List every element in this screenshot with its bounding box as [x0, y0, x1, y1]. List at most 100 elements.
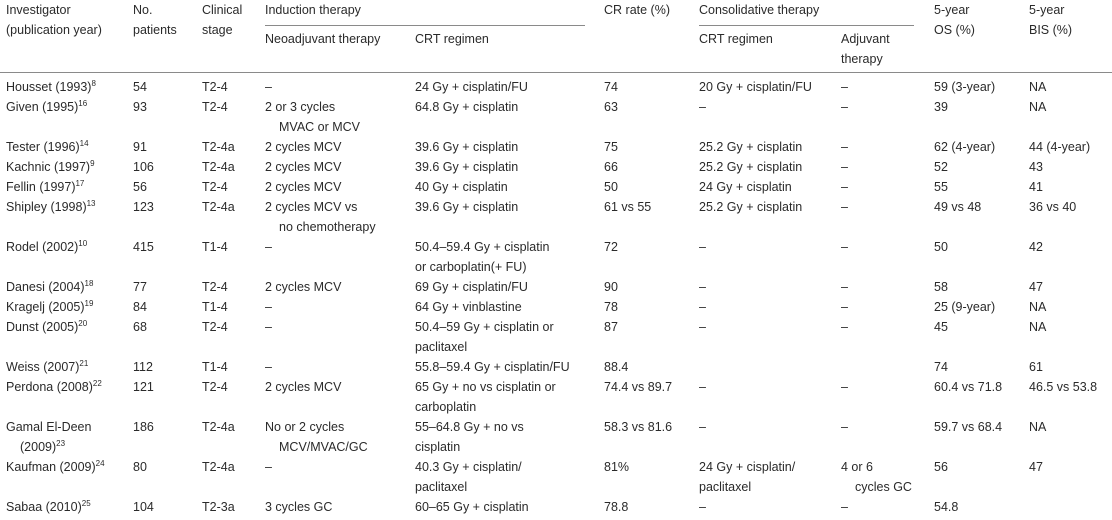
cell-crt-line: paclitaxel	[415, 340, 468, 354]
cell-ccrt: –	[699, 377, 706, 397]
cell-os: 25 (9-year)	[934, 300, 996, 314]
header-adjuvant-line2: therapy	[841, 52, 883, 66]
cell-ccrt-line: –	[699, 380, 706, 394]
cell-inv-line: Housset (1993)8	[6, 79, 96, 95]
cell-adj: –	[841, 97, 848, 117]
cell-ccrt-line: –	[699, 280, 706, 294]
header-bis-line1: 5-year	[1029, 3, 1065, 17]
cell-adj: –	[841, 497, 848, 517]
cell-os: 49 vs 48	[934, 200, 982, 214]
cell-cr: 75	[604, 140, 618, 154]
cell-adj: –	[841, 377, 848, 397]
cell-neo-line: 2 cycles MCV vs	[265, 200, 358, 214]
cell-stage: T2-4a	[202, 460, 235, 474]
header-os: 5-year OS (%)	[934, 0, 975, 40]
reference-superscript: 19	[84, 299, 94, 308]
cell-os: 58	[934, 280, 948, 294]
cell-stage: T2-4	[202, 80, 228, 94]
cell-cr: 58.3 vs 81.6	[604, 420, 673, 434]
reference-superscript: 9	[90, 159, 95, 168]
reference-superscript: 16	[78, 99, 88, 108]
cell-crt: 40 Gy + cisplatin	[415, 177, 508, 197]
reference-superscript: 21	[79, 359, 89, 368]
header-patients-line2: patients	[133, 23, 177, 37]
cell-ccrt: 24 Gy + cisplatin	[699, 177, 792, 197]
cell-cr: 81%	[604, 460, 630, 474]
cell-n: 84	[133, 300, 147, 314]
cell-inv: Given (1995)16	[6, 97, 87, 117]
cell-crt-line: 64 Gy + vinblastine	[415, 300, 522, 314]
cell-ccrt: 24 Gy + cisplatin/paclitaxel	[699, 457, 795, 497]
cell-adj: –	[841, 417, 848, 437]
cell-cr: 78	[604, 300, 618, 314]
cell-n: 77	[133, 280, 147, 294]
cell-adj-line: –	[841, 420, 848, 434]
cell-inv: Perdona (2008)22	[6, 377, 102, 397]
cell-crt-line: 50.4–59 Gy + cisplatin or	[415, 320, 554, 334]
header-stage: Clinical stage	[202, 0, 242, 40]
reference-superscript: 20	[78, 319, 88, 328]
cell-crt-line: 55–64.8 Gy + no vs	[415, 420, 524, 434]
cell-os: 45	[934, 320, 948, 334]
cell-adj-line: cycles GC	[855, 480, 912, 494]
header-consolidative-therapy: Consolidative therapy	[699, 3, 820, 17]
cell-adj-line: –	[841, 160, 848, 174]
header-bis: 5-year BIS (%)	[1029, 0, 1072, 40]
cell-inv-line: Tester (1996)14	[6, 139, 89, 155]
cell-neo: 2 cycles MCV	[265, 177, 341, 197]
cell-cr: 50	[604, 180, 618, 194]
cell-inv-line: Kachnic (1997)9	[6, 159, 95, 175]
cell-crt-line: 40 Gy + cisplatin	[415, 180, 508, 194]
cell-adj: –	[841, 197, 848, 217]
cell-neo: –	[265, 317, 272, 337]
cell-adj-line: –	[841, 380, 848, 394]
cell-crt-line: 50.4–59.4 Gy + cisplatin	[415, 240, 550, 254]
cell-ccrt-line: paclitaxel	[699, 480, 752, 494]
header-stage-line1: Clinical	[202, 3, 243, 17]
cell-crt-line: 64.8 Gy + cisplatin	[415, 100, 519, 114]
cell-inv-line: Dunst (2005)20	[6, 319, 88, 335]
cell-crt: 50.4–59.4 Gy + cisplatin or carboplatin(+…	[415, 237, 549, 277]
cell-crt: 64 Gy + vinblastine	[415, 297, 522, 317]
cell-inv: Kachnic (1997)9	[6, 157, 95, 177]
cell-os: 54.8	[934, 500, 959, 514]
cell-adj-line: –	[841, 500, 848, 514]
cell-n: 80	[133, 460, 147, 474]
cell-bis: 42	[1029, 240, 1043, 254]
cell-ccrt: 25.2 Gy + cisplatin	[699, 157, 802, 177]
cell-inv: Kragelj (2005)19	[6, 297, 93, 317]
cell-crt: 55.8–59.4 Gy + cisplatin/FU	[415, 357, 570, 377]
cell-n: 121	[133, 380, 154, 394]
reference-superscript: 14	[79, 139, 89, 148]
cell-cr: 63	[604, 100, 618, 114]
cell-cr: 74	[604, 80, 618, 94]
cell-crt: 39.6 Gy + cisplatin	[415, 157, 518, 177]
header-cr-rate: CR rate (%)	[604, 3, 670, 17]
reference-superscript: 18	[84, 279, 94, 288]
cell-crt-line: 55.8–59.4 Gy + cisplatin/FU	[415, 360, 570, 374]
cell-bis: 61	[1029, 360, 1043, 374]
header-adjuvant-line1: Adjuvant	[841, 32, 890, 46]
cell-adj: –	[841, 277, 848, 297]
header-investigator-line2: (publication year)	[6, 23, 102, 37]
rule-header-bottom	[0, 72, 1112, 73]
cell-inv: Sabaa (2010)25	[6, 497, 91, 517]
cell-ccrt-line: 20 Gy + cisplatin/FU	[699, 80, 812, 94]
cell-n: 56	[133, 180, 147, 194]
cell-n: 415	[133, 240, 154, 254]
cell-n: 106	[133, 160, 154, 174]
cell-stage: T2-4a	[202, 420, 235, 434]
reference-superscript: 13	[86, 199, 96, 208]
cell-inv-line: Kaufman (2009)24	[6, 459, 105, 475]
cell-ccrt: –	[699, 237, 706, 257]
cell-neo-line: –	[265, 360, 272, 374]
cell-stage: T2-4a	[202, 160, 235, 174]
cell-bis: 44 (4-year)	[1029, 140, 1091, 154]
cell-adj-line: –	[841, 180, 848, 194]
cell-neo-line: –	[265, 460, 272, 474]
cell-crt-line: 69 Gy + cisplatin/FU	[415, 280, 528, 294]
reference-superscript: 8	[91, 79, 96, 88]
cell-adj: –	[841, 157, 848, 177]
cell-ccrt-line: –	[699, 420, 706, 434]
cell-stage: T1-4	[202, 240, 228, 254]
